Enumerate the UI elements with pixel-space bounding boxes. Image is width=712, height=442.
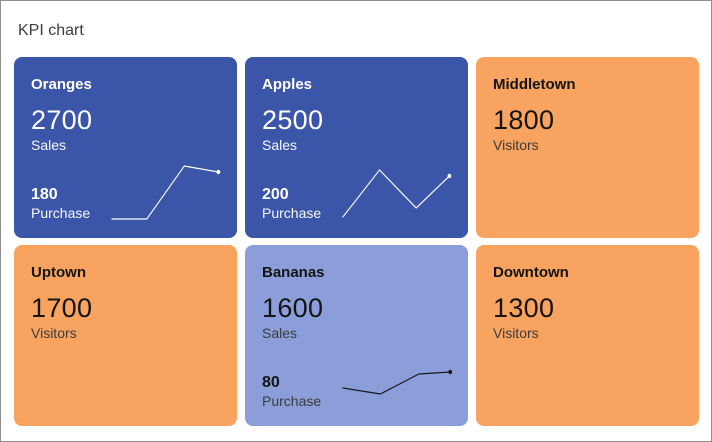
secondary-value: 180 [31,185,58,203]
tile-apples[interactable]: Apples 2500 Sales 200 Purchase [245,57,468,238]
kpi-value-label: Visitors [493,137,539,154]
secondary-label: Purchase [31,205,91,222]
kpi-value-label: Sales [262,325,298,342]
kpi-value: 2700 [31,105,93,135]
tile-title: Downtown [493,264,569,281]
secondary-kpi-row: 200 Purchase [262,164,452,222]
sparkline-chart [111,165,221,220]
kpi-value-label: Sales [262,137,298,154]
kpi-value-label: Visitors [31,325,77,342]
spacer [262,342,452,352]
secondary-value: 80 [262,373,280,391]
tile-title: Middletown [493,76,576,93]
spacer [262,154,452,164]
secondary-kpi-block: 180 Purchase [31,186,111,222]
sparkline-chart [342,169,452,218]
secondary-value: 200 [262,185,289,203]
kpi-value: 1300 [493,293,555,323]
tile-grid: Oranges 2700 Sales 180 Purchase Apples 2… [14,57,699,426]
kpi-value: 1800 [493,105,555,135]
tile-title: Oranges [31,76,92,93]
secondary-kpi-block: 80 Purchase [262,374,342,410]
tile-middletown[interactable]: Middletown 1800 Visitors [476,57,699,238]
kpi-value: 1700 [31,293,93,323]
tile-title: Bananas [262,264,325,281]
secondary-label: Purchase [262,393,322,410]
secondary-kpi-row: 180 Purchase [31,164,221,222]
tile-uptown[interactable]: Uptown 1700 Visitors [14,245,237,426]
kpi-value: 1600 [262,293,324,323]
secondary-kpi-block: 200 Purchase [262,186,342,222]
tile-title: Uptown [31,264,86,281]
sparkline-chart [342,369,452,395]
tile-downtown[interactable]: Downtown 1300 Visitors [476,245,699,426]
kpi-value: 2500 [262,105,324,135]
spacer [31,154,221,164]
tile-title: Apples [262,76,313,93]
page-title: KPI chart [18,22,84,39]
secondary-kpi-row: 80 Purchase [262,352,452,410]
secondary-label: Purchase [262,205,322,222]
kpi-value-label: Sales [31,137,67,154]
tile-oranges[interactable]: Oranges 2700 Sales 180 Purchase [14,57,237,238]
kpi-value-label: Visitors [493,325,539,342]
tile-bananas[interactable]: Bananas 1600 Sales 80 Purchase [245,245,468,426]
